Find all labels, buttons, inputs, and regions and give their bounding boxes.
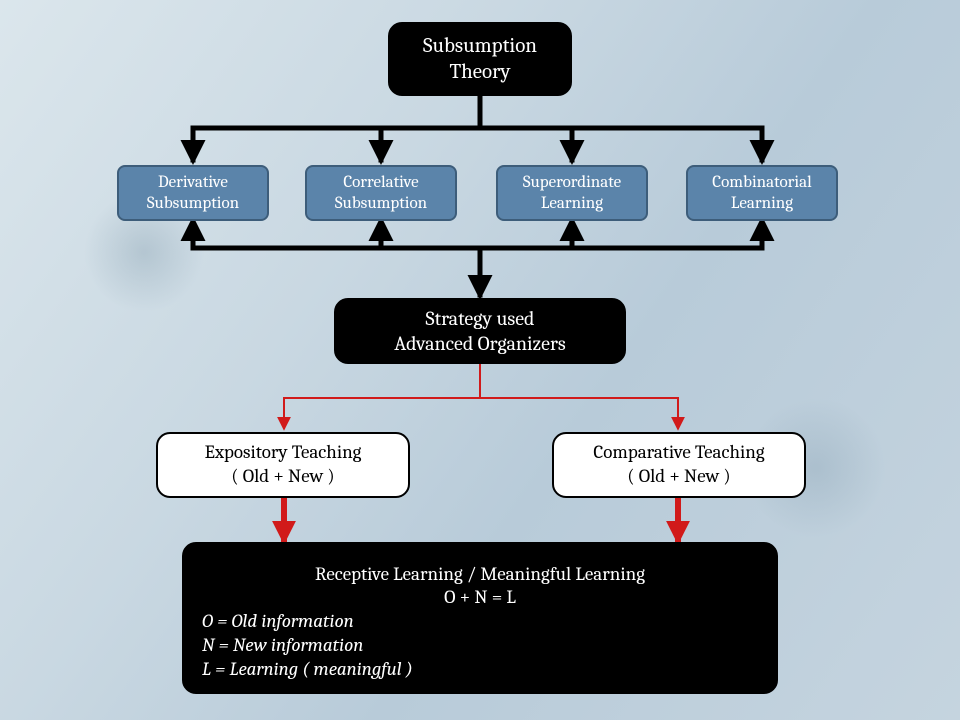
text-title: Receptive Learning / Meaningful Learning: [315, 563, 645, 587]
text: Derivative: [158, 172, 228, 193]
arrows-strategy-to-teaching: [284, 364, 678, 428]
text: Learning: [731, 193, 793, 214]
text: Subsumption: [335, 193, 427, 214]
text: Combinatorial: [712, 172, 811, 193]
node-subsumption-theory: Subsumption Theory: [388, 22, 572, 96]
node-correlative-subsumption: Correlative Subsumption: [305, 165, 457, 221]
node-expository-teaching: Expository Teaching ( Old + New ): [156, 432, 410, 498]
text: Subsumption: [423, 33, 537, 59]
legend-n: N = New information: [184, 634, 776, 658]
text: Advanced Organizers: [394, 331, 565, 356]
text: ( Old + New ): [231, 465, 334, 489]
node-combinatorial-learning: Combinatorial Learning: [686, 165, 838, 221]
legend-o: O = Old information: [184, 610, 776, 634]
text: ( Old + New ): [627, 465, 730, 489]
node-receptive-learning: Receptive Learning / Meaningful Learning…: [182, 542, 778, 694]
node-derivative-subsumption: Derivative Subsumption: [117, 165, 269, 221]
text: Learning: [541, 193, 603, 214]
text-formula: O + N = L: [444, 586, 516, 610]
legend-l: L = Learning ( meaningful ): [184, 658, 776, 682]
text: Theory: [449, 59, 510, 85]
text: Correlative: [343, 172, 418, 193]
node-superordinate-learning: Superordinate Learning: [496, 165, 648, 221]
text: Comparative Teaching: [593, 441, 764, 465]
node-strategy-advanced-organizers: Strategy used Advanced Organizers: [334, 298, 626, 364]
text: Subsumption: [147, 193, 239, 214]
arrows-teaching-to-bottom: [284, 498, 678, 540]
text: Superordinate: [523, 172, 621, 193]
arrows-types-to-strategy: [193, 221, 762, 295]
text: Strategy used: [426, 306, 535, 331]
text: Expository Teaching: [205, 441, 362, 465]
node-comparative-teaching: Comparative Teaching ( Old + New ): [552, 432, 806, 498]
arrows-top-to-types: [193, 96, 762, 160]
